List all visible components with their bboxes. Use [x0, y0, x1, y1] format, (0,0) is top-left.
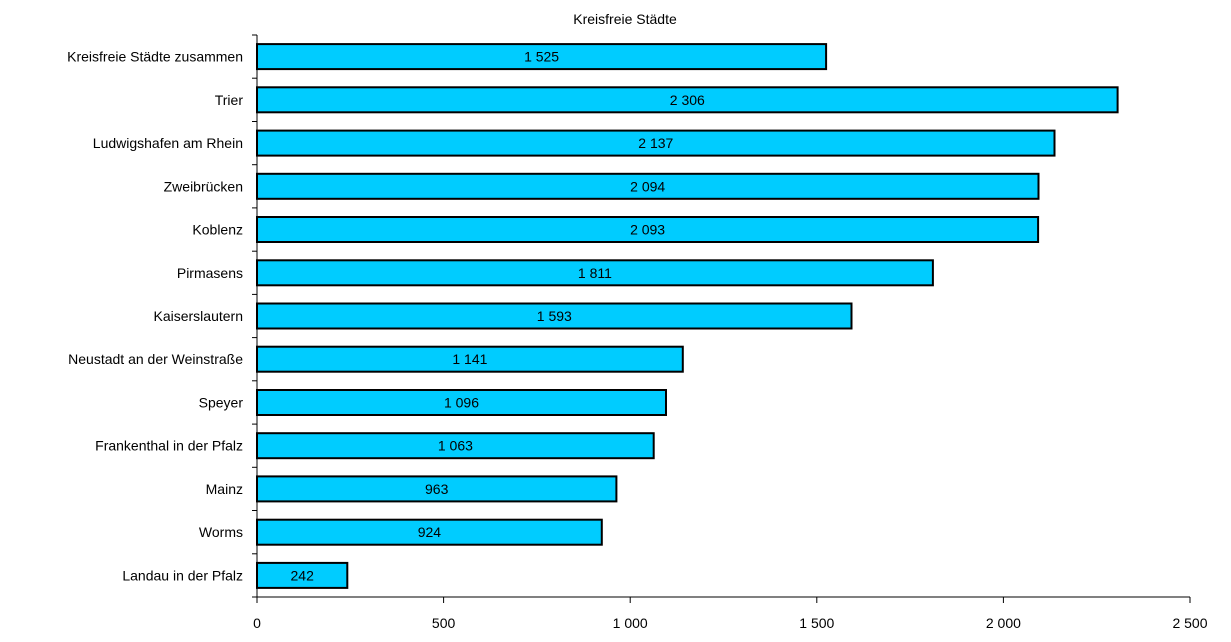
x-tick-label: 2 500	[1172, 615, 1207, 631]
bar-value-label: 1 525	[524, 49, 559, 65]
bar-value-label: 2 094	[630, 178, 665, 194]
category-label: Neustadt an der Weinstraße	[68, 351, 243, 367]
category-label: Pirmasens	[177, 265, 243, 281]
bar-value-label: 2 306	[670, 92, 705, 108]
bar-value-label: 242	[291, 567, 315, 583]
bar-value-label: 2 093	[630, 222, 665, 238]
category-label: Kaiserslautern	[154, 308, 244, 324]
bar-value-label: 1 141	[452, 351, 487, 367]
category-label: Mainz	[206, 481, 243, 497]
category-label: Landau in der Pfalz	[122, 567, 243, 583]
bar-value-label: 924	[418, 524, 442, 540]
category-label: Ludwigshafen am Rhein	[93, 135, 243, 151]
category-label: Koblenz	[192, 222, 243, 238]
category-label: Kreisfreie Städte zusammen	[67, 49, 243, 65]
x-tick-label: 0	[253, 615, 261, 631]
bar-value-label: 1 811	[578, 265, 612, 281]
x-tick-label: 2 000	[986, 615, 1021, 631]
bars-layer: 1 525 2 306 2 137 2 094 2 093 1 811 1 593 1 141…	[256, 43, 1119, 589]
chart-title: Kreisfreie Städte	[573, 11, 677, 27]
bar-value-label: 1 063	[438, 438, 473, 454]
category-label: Frankenthal in der Pfalz	[95, 438, 243, 454]
category-label: Worms	[199, 524, 243, 540]
bar-value-label: 2 137	[638, 135, 673, 151]
category-label: Trier	[215, 92, 244, 108]
x-tick-label: 1 000	[613, 615, 648, 631]
bar-value-label: 1 593	[537, 308, 572, 324]
bar-value-label: 963	[425, 481, 449, 497]
bar	[256, 518, 603, 546]
x-tick-label: 1 500	[799, 615, 834, 631]
bar	[256, 129, 1056, 157]
x-tick-label: 500	[432, 615, 456, 631]
bar	[256, 86, 1119, 114]
bar	[256, 475, 618, 503]
bar	[256, 302, 853, 330]
category-label: Speyer	[199, 395, 244, 411]
bar	[256, 172, 1040, 200]
bar	[256, 216, 1040, 243]
bar-value-label: 1 096	[444, 395, 479, 411]
category-label: Zweibrücken	[164, 178, 243, 194]
axes-layer: Kreisfreie Städte zusammen Trier Ludwigsha…	[67, 34, 1208, 631]
bar	[256, 561, 349, 589]
